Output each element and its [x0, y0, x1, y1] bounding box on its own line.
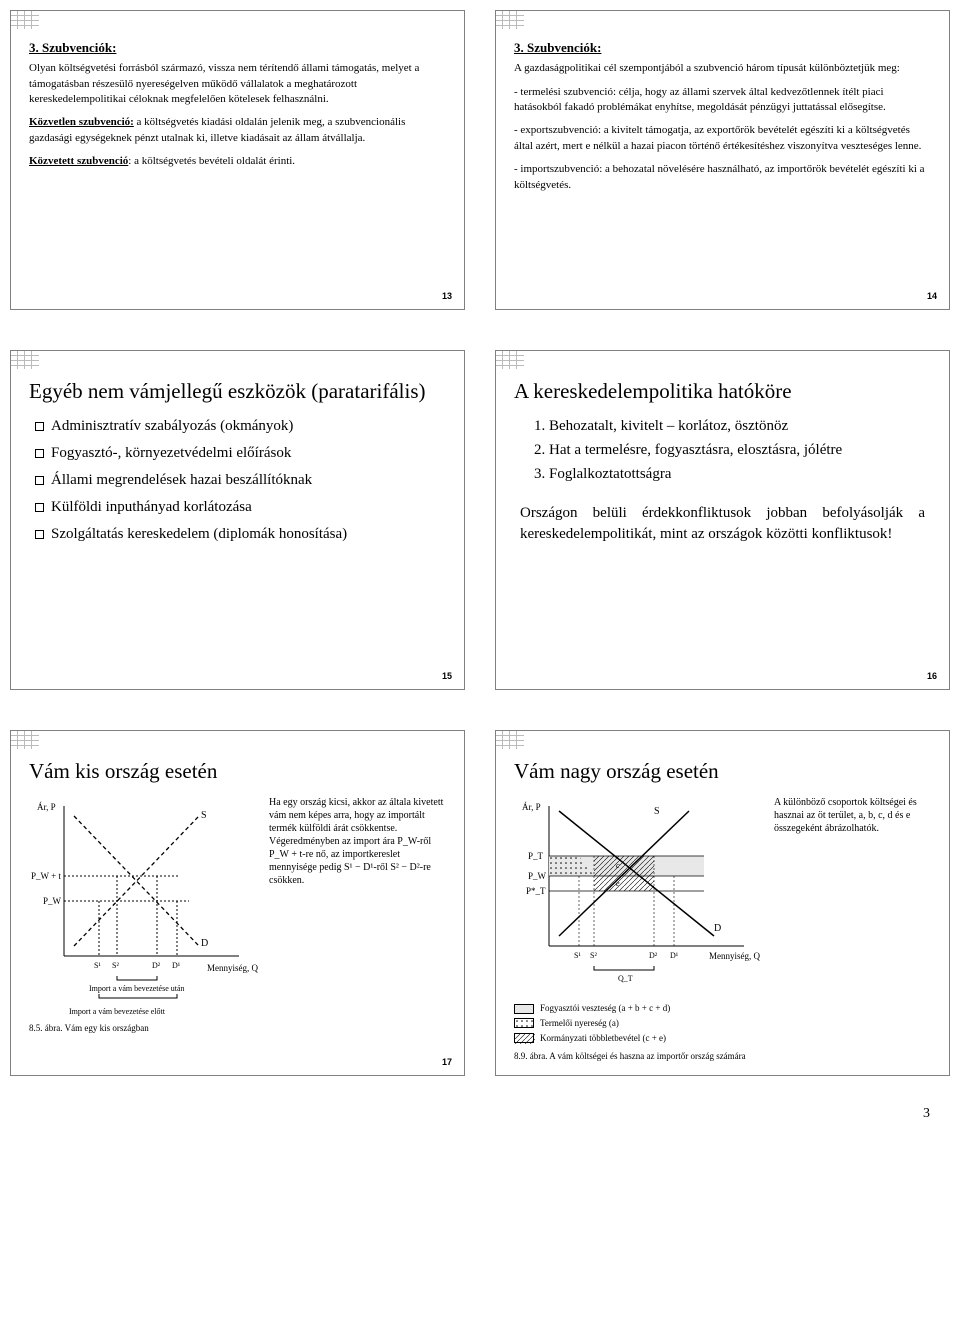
para: Olyan költségvetési forrásból származó, …	[29, 61, 446, 107]
d-label: D	[201, 938, 208, 949]
legend-row: Kormányzati többletbevétel (c + e)	[514, 1032, 931, 1045]
pt-label: P_T	[528, 851, 544, 861]
para: - termelési szubvenció: célja, hogy az á…	[514, 85, 931, 116]
ptstar-label: P*_T	[526, 886, 546, 896]
d-label: D	[714, 923, 721, 934]
slide-17: Vám kis ország esetén Ár, P Mennyiség, Q…	[10, 730, 465, 1076]
legend-row: Termelői nyereség (a)	[514, 1017, 931, 1030]
qt-label: Q_T	[618, 974, 633, 983]
x-axis-label: Mennyiség, Q	[207, 963, 258, 973]
slide-16: A kereskedelempolitika hatóköre 1. Behoz…	[495, 350, 950, 690]
slide-number: 14	[927, 290, 937, 303]
slide-number: 13	[442, 290, 452, 303]
para: - importszubvenció: a behozatal növelésé…	[514, 162, 931, 193]
legend-row: Fogyasztói veszteség (a + b + c + d)	[514, 1002, 931, 1015]
list-item: 2. Hat a termelésre, fogyasztásra, elosz…	[534, 440, 931, 461]
x-tick: D¹	[670, 951, 679, 960]
large-country-chart: Ár, P Mennyiség, Q S D P_T P_W P*_T	[514, 796, 764, 996]
slide-title: Egyéb nem vámjellegű eszközök (paratarif…	[29, 377, 446, 406]
para: Közvetlen szubvenció: a költségvetés kia…	[29, 115, 446, 146]
legend: Fogyasztói veszteség (a + b + c + d) Ter…	[514, 1002, 931, 1044]
s-label: S	[201, 810, 207, 821]
pw-label: P_W	[528, 871, 547, 881]
x-tick: S¹	[94, 961, 101, 970]
chart-wrap: Ár, P Mennyiség, Q S D P_W + t P_W S¹ S²	[29, 796, 446, 1006]
chart-caption: A különböző csoportok költségei és haszn…	[774, 796, 931, 996]
slide-18: Vám nagy ország esetén Ár, P Mennyiség, …	[495, 730, 950, 1076]
y-axis-label: Ár, P	[522, 802, 541, 812]
legend-swatch	[514, 1018, 534, 1028]
slide-grid: 3. Szubvenciók: Olyan költségvetési forr…	[10, 10, 950, 1076]
slide-title: A kereskedelempolitika hatóköre	[514, 377, 931, 406]
slide-title: 3. Szubvenciók:	[29, 39, 446, 57]
slide-13: 3. Szubvenciók: Olyan költségvetési forr…	[10, 10, 465, 310]
label: Közvetett szubvenció	[29, 155, 128, 167]
slide-number: 16	[927, 670, 937, 683]
x-tick: D¹	[172, 961, 181, 970]
list-item: 1. Behozatalt, kivitelt – korlátoz, öszt…	[534, 416, 931, 437]
svg-text:e: e	[616, 879, 620, 888]
pw-t-label: P_W + t	[31, 871, 61, 881]
list-item: Külföldi inputhányad korlátozása	[33, 497, 446, 518]
legend-label: Termelői nyereség (a)	[540, 1017, 619, 1030]
x-tick: S¹	[574, 951, 581, 960]
pw-label: P_W	[43, 896, 62, 906]
x-tick: S²	[112, 961, 119, 970]
slide-title: Vám nagy ország esetén	[514, 757, 931, 786]
para: - exportszubvenció: a kivitelt támogatja…	[514, 123, 931, 154]
figure-caption: 8.9. ábra. A vám költségei és haszna az …	[514, 1050, 931, 1063]
para: Országon belüli érdekkonfliktusok jobban…	[514, 503, 931, 545]
list-item: Fogyasztó-, környezetvédelmi előírások	[33, 443, 446, 464]
text: : a költségvetés bevételi oldalát érinti…	[128, 155, 295, 167]
numbered-list: 1. Behozatalt, kivitelt – korlátoz, öszt…	[514, 416, 931, 485]
slide-title: 3. Szubvenciók:	[514, 39, 931, 57]
bracket-label: Import a vám bevezetése után	[89, 984, 185, 993]
x-axis-label: Mennyiség, Q	[709, 951, 760, 961]
slide-number: 17	[442, 1056, 452, 1069]
svg-text:c: c	[616, 861, 620, 870]
para: A gazdaságpolitikai cél szempontjából a …	[514, 61, 931, 76]
legend-swatch	[514, 1004, 534, 1014]
s-label: S	[654, 806, 660, 817]
x-tick: D²	[152, 961, 161, 970]
legend-label: Kormányzati többletbevétel (c + e)	[540, 1032, 666, 1045]
figure-caption: 8.5. ábra. Vám egy kis országban	[29, 1022, 446, 1035]
slide-title: Vám kis ország esetén	[29, 757, 446, 786]
x-tick: S²	[590, 951, 597, 960]
x-tick: D²	[649, 951, 658, 960]
list-item: 3. Foglalkoztatottságra	[534, 464, 931, 485]
chart-caption: Ha egy ország kicsi, akkor az általa kiv…	[269, 796, 446, 1006]
list-item: Adminisztratív szabályozás (okmányok)	[33, 416, 446, 437]
label: Közvetlen szubvenció:	[29, 116, 134, 128]
page-number: 3	[10, 1106, 950, 1122]
list-item: Állami megrendelések hazai beszállítókna…	[33, 470, 446, 491]
chart-wrap: Ár, P Mennyiség, Q S D P_T P_W P*_T	[514, 796, 931, 996]
para: Közvetett szubvenció: a költségvetés bev…	[29, 154, 446, 169]
slide-number: 15	[442, 670, 452, 683]
slide-14: 3. Szubvenciók: A gazdaságpolitikai cél …	[495, 10, 950, 310]
legend-label: Fogyasztói veszteség (a + b + c + d)	[540, 1002, 670, 1015]
bullet-list: Adminisztratív szabályozás (okmányok) Fo…	[29, 416, 446, 545]
bracket2-label: Import a vám bevezetése előtt	[69, 1006, 446, 1017]
y-axis-label: Ár, P	[37, 802, 56, 812]
small-country-chart: Ár, P Mennyiség, Q S D P_W + t P_W S¹ S²	[29, 796, 259, 1006]
list-item: Szolgáltatás kereskedelem (diplomák hono…	[33, 524, 446, 545]
slide-15: Egyéb nem vámjellegű eszközök (paratarif…	[10, 350, 465, 690]
legend-swatch	[514, 1033, 534, 1043]
